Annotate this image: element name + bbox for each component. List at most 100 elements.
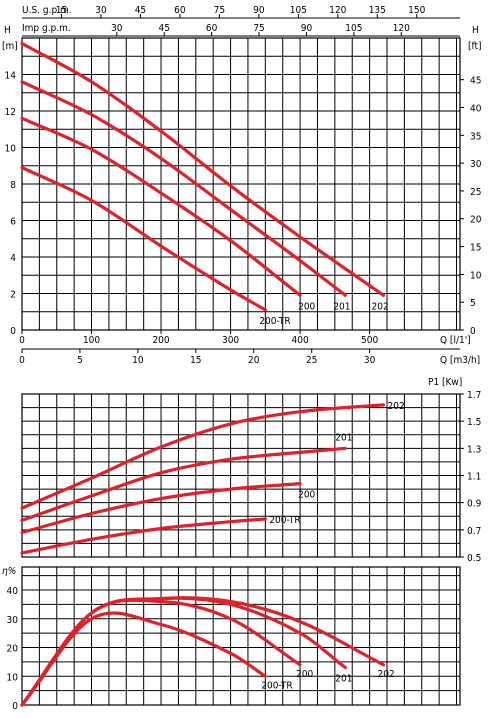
head-curve-200 — [20, 116, 302, 297]
imp-gpm-tick-label: 105 — [345, 23, 362, 34]
head-m-tick-label: 2 — [10, 290, 16, 301]
us-gpm-tick-label: 105 — [290, 5, 307, 16]
head-ft-tick-label: 45 — [470, 76, 481, 87]
lmin-tick-label: 300 — [222, 335, 239, 346]
power-curve-label-201: 201 — [335, 432, 352, 443]
head-m-tick-label: 4 — [10, 253, 16, 264]
power-tick-label: 0.7 — [467, 526, 481, 537]
lmin-tick-label: 200 — [152, 335, 169, 346]
head-left-axis-title: H — [4, 25, 11, 36]
efficiency-tick-label: 10 — [7, 672, 19, 683]
head-ft-tick-label: 5 — [470, 298, 476, 309]
grid-lines — [21, 14, 464, 706]
head-curve-label-200-TR: 200-TR — [259, 316, 290, 327]
head-curve-label-201: 201 — [333, 301, 350, 312]
us-gpm-tick-label: 150 — [408, 5, 425, 16]
m3h-tick-label: 20 — [248, 355, 260, 366]
m3h-tick-label: 5 — [77, 355, 83, 366]
head-ft-tick-label: 30 — [470, 159, 482, 170]
imp-gpm-tick-label: 60 — [206, 23, 218, 34]
head-left-axis-unit: [m] — [2, 41, 18, 52]
head-curve-label-200: 200 — [298, 301, 315, 312]
us-gpm-tick-label: 45 — [135, 5, 146, 16]
efficiency-curve-201 — [20, 596, 347, 707]
us-gpm-label: U.S. g.p.m. — [22, 5, 72, 16]
m3h-axis-label: Q [m3/h] — [440, 355, 480, 366]
power-curve-200-TR — [20, 517, 267, 555]
head-curve-202 — [20, 41, 386, 297]
head-m-tick-label: 14 — [5, 71, 17, 82]
power-tick-label: 1.7 — [467, 390, 481, 401]
head-ft-tick-label: 40 — [470, 103, 482, 114]
power-curve-label-202: 202 — [388, 401, 405, 412]
power-curve-202 — [20, 403, 386, 510]
efficiency-curve-200 — [20, 598, 302, 707]
head-right-axis-title: H — [472, 25, 479, 36]
us-gpm-tick-label: 60 — [174, 5, 186, 16]
head-ft-tick-label: 20 — [470, 215, 482, 226]
efficiency-tick-label: 20 — [7, 644, 19, 655]
head-m-tick-label: 8 — [10, 180, 16, 191]
lmin-tick-label: 400 — [292, 335, 309, 346]
power-axis-title: P1 [Kw] — [428, 377, 462, 388]
head-m-tick-label: 12 — [5, 107, 16, 118]
us-gpm-tick-label: 135 — [369, 5, 386, 16]
m3h-tick-label: 25 — [306, 355, 317, 366]
efficiency-panel-frame — [21, 566, 461, 706]
us-gpm-tick-label: 120 — [329, 5, 346, 16]
head-curve-label-202: 202 — [372, 301, 389, 312]
imp-gpm-tick-label: 90 — [301, 23, 313, 34]
efficiency-tick-label: 40 — [7, 586, 19, 597]
us-gpm-tick-label: 30 — [95, 5, 107, 16]
m3h-tick-label: 10 — [132, 355, 144, 366]
head-ft-tick-label: 10 — [470, 270, 482, 281]
efficiency-tick-label: 0 — [12, 701, 18, 712]
head-ft-tick-label: 0 — [470, 326, 476, 337]
us-gpm-tick-label: 15 — [56, 5, 67, 16]
head-right-axis-unit: [ft] — [468, 41, 482, 52]
imp-gpm-tick-label: 30 — [111, 23, 123, 34]
head-panel-frame — [21, 37, 461, 331]
power-curve-201 — [20, 446, 347, 522]
efficiency-curve-202 — [20, 596, 386, 707]
head-m-tick-label: 6 — [10, 217, 16, 228]
lmin-axis-label: Q [l/1'] — [440, 335, 471, 346]
power-curve-label-200-TR: 200-TR — [269, 515, 300, 526]
power-tick-label: 1.3 — [467, 444, 481, 455]
head-curve-200-TR — [20, 166, 267, 312]
head-curve-201 — [20, 80, 347, 297]
m3h-tick-label: 0 — [19, 355, 25, 366]
efficiency-curve-label-202: 202 — [378, 669, 395, 680]
imp-gpm-tick-label: 75 — [253, 23, 264, 34]
power-tick-label: 0.5 — [467, 553, 481, 564]
us-gpm-tick-label: 75 — [214, 5, 225, 16]
head-m-tick-label: 10 — [5, 144, 17, 155]
power-curve-200 — [20, 482, 302, 535]
efficiency-tick-label: 30 — [7, 615, 19, 626]
lmin-tick-label: 100 — [83, 335, 100, 346]
m3h-tick-label: 30 — [364, 355, 376, 366]
imp-gpm-tick-label: 45 — [159, 23, 170, 34]
head-ft-tick-label: 25 — [470, 187, 481, 198]
efficiency-axis-title: η% — [2, 566, 16, 577]
performance-curves — [20, 41, 386, 707]
lmin-tick-label: 500 — [361, 335, 378, 346]
efficiency-curve-label-201: 201 — [335, 674, 352, 685]
imp-gpm-tick-label: 120 — [393, 23, 410, 34]
power-curve-label-200: 200 — [298, 490, 315, 501]
head-ft-tick-label: 35 — [470, 131, 481, 142]
head-ft-tick-label: 15 — [470, 243, 481, 254]
imp-gpm-label: Imp g.p.m. — [22, 23, 71, 34]
power-tick-label: 1.1 — [467, 472, 481, 483]
efficiency-curve-200-TR — [20, 611, 267, 707]
power-tick-label: 1.5 — [467, 417, 481, 428]
power-tick-label: 0.9 — [467, 499, 482, 510]
efficiency-curve-label-200-TR: 200-TR — [261, 680, 292, 691]
lmin-tick-label: 0 — [19, 335, 25, 346]
m3h-tick-label: 15 — [190, 355, 201, 366]
us-gpm-tick-label: 90 — [253, 5, 265, 16]
head-m-tick-label: 0 — [10, 326, 16, 337]
efficiency-curve-label-200: 200 — [296, 669, 313, 680]
